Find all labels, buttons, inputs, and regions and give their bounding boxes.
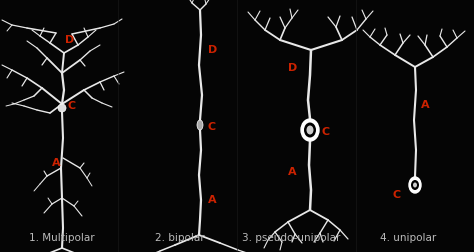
Ellipse shape bbox=[307, 125, 313, 135]
Text: 1. Multipolar: 1. Multipolar bbox=[29, 233, 94, 243]
Ellipse shape bbox=[413, 182, 417, 187]
Text: A: A bbox=[208, 195, 217, 205]
Text: C: C bbox=[208, 122, 216, 132]
Ellipse shape bbox=[409, 177, 421, 193]
Text: C: C bbox=[68, 101, 76, 111]
Text: A: A bbox=[52, 158, 61, 168]
Text: 2. bipolar: 2. bipolar bbox=[155, 233, 205, 243]
Text: C: C bbox=[322, 127, 330, 137]
Text: D: D bbox=[208, 45, 217, 55]
Ellipse shape bbox=[197, 120, 203, 130]
Ellipse shape bbox=[304, 122, 316, 138]
Text: D: D bbox=[288, 63, 297, 73]
Text: C: C bbox=[393, 190, 401, 200]
Text: A: A bbox=[421, 100, 429, 110]
Text: 4. unipolar: 4. unipolar bbox=[380, 233, 436, 243]
Ellipse shape bbox=[301, 119, 319, 141]
Circle shape bbox=[58, 104, 66, 112]
Text: D: D bbox=[65, 35, 74, 45]
Ellipse shape bbox=[411, 180, 419, 190]
Text: A: A bbox=[288, 167, 297, 177]
Text: 3. pseudo-unipolar: 3. pseudo-unipolar bbox=[242, 233, 341, 243]
